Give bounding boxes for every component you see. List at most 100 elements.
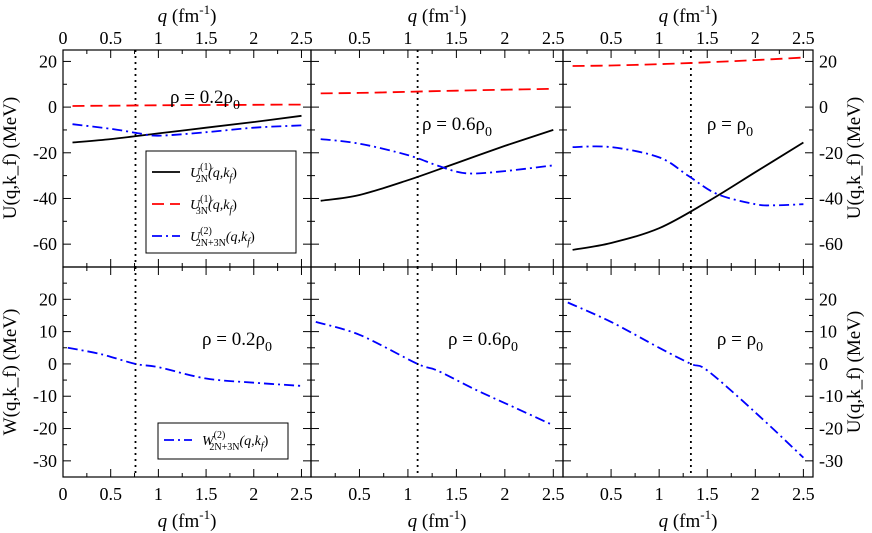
- density-label: ρ = ρ0: [717, 329, 763, 355]
- y-tick-label-left-bottom: -10: [33, 386, 57, 406]
- panel-bottom-1: ρ = 0.6ρ0: [310, 266, 564, 478]
- series-line-u13n: [72, 103, 302, 107]
- x-tick-label-bottom: 0.5: [348, 484, 371, 504]
- y-tick-label-right-bottom: 10: [819, 322, 837, 342]
- x-tick-label-bottom: 2.5: [542, 484, 565, 504]
- series-line-u12n: [572, 141, 804, 251]
- legend-sup: (1): [200, 162, 212, 173]
- legend-sup: (2): [200, 226, 212, 237]
- axis-title-unit: (fm: [417, 6, 449, 27]
- x-tick-label-bottom: 0.5: [600, 484, 623, 504]
- density-label-main: ρ = 0.2ρ: [202, 329, 265, 350]
- x-tick-label-top: 1: [655, 28, 664, 48]
- x-tick-label-bottom: 2.5: [792, 484, 815, 504]
- y-tick-label-right-bottom: -10: [819, 386, 843, 406]
- x-tick-label-top: 0.5: [348, 28, 371, 48]
- panel-frame: [310, 49, 564, 268]
- x-tick-label-bottom: 1: [154, 484, 163, 504]
- axis-title-var: q: [158, 511, 168, 532]
- x-tick-label-top: 0.5: [600, 28, 623, 48]
- legend-top: U(1) 2N(q,kf)U(1) 3N(q,kf)U(2) 2N+3N(q,kf): [145, 150, 297, 254]
- legend-sup: (1): [200, 194, 212, 205]
- x-tick-label-top: 2.5: [290, 28, 313, 48]
- legend-sup: (2): [214, 430, 226, 441]
- density-label: ρ = 0.6ρ0: [422, 114, 492, 140]
- series-line-w22n3n: [67, 346, 302, 387]
- density-label-sub: 0: [746, 125, 753, 140]
- density-label-sub: 0: [485, 125, 492, 140]
- axis-title-unit: (fm: [668, 511, 700, 532]
- x-tick-label-bottom: 2: [751, 484, 760, 504]
- x-tick-label-top: 2: [751, 28, 760, 48]
- legend-label-top-1: U(1) 3N(q,kf): [190, 194, 237, 217]
- density-label: ρ = ρ0: [707, 114, 753, 140]
- x-axis-title-bottom: q (fm-1): [158, 507, 217, 532]
- y-tick-label-left-top: 20: [39, 51, 57, 71]
- x-tick-label-bottom: 1.5: [445, 484, 468, 504]
- panel-bottom-0: ρ = 0.2ρ0: [62, 266, 312, 478]
- panel-top-1: ρ = 0.6ρ0: [310, 49, 564, 268]
- x-axis-title-top: q (fm-1): [659, 2, 718, 27]
- density-label-sub: 0: [265, 340, 272, 355]
- y-tick-label-left-bottom: 10: [39, 322, 57, 342]
- legend-argsub: f: [261, 441, 265, 452]
- density-label-main: ρ = ρ: [707, 114, 746, 135]
- legend-args: (q,k: [239, 434, 261, 449]
- panel-bottom-2: ρ = ρ0: [562, 266, 814, 478]
- y-tick-label-left-bottom: 0: [48, 354, 57, 374]
- x-axis-title-top: q (fm-1): [158, 2, 217, 27]
- axis-title-unit: (fm: [668, 6, 700, 27]
- series-line-u12n: [72, 114, 302, 144]
- axis-title-exp: -1: [700, 2, 711, 17]
- density-label: ρ = 0.2ρ0: [202, 329, 272, 355]
- x-tick-label-top: 2: [249, 28, 258, 48]
- x-tick-label-bottom: 1.5: [696, 484, 719, 504]
- x-tick-label-bottom: 0: [59, 484, 68, 504]
- x-axis-title-bottom: q (fm-1): [659, 507, 718, 532]
- y-tick-label-right-bottom: 0: [819, 354, 828, 374]
- legend-base: U: [190, 166, 201, 181]
- x-tick-label-top: 1: [154, 28, 163, 48]
- series-line-u22n3n: [572, 145, 804, 207]
- x-tick-label-bottom: 1: [655, 484, 664, 504]
- y-tick-label-right-bottom: -20: [819, 419, 843, 439]
- y-axis-title-right-bottom: U(q,k_f) (MeV): [844, 311, 865, 433]
- y-axis-title-left-top: U(q,k_f) (MeV): [0, 97, 21, 219]
- series-line-w22n3n: [315, 321, 554, 427]
- legend-top-box: [145, 150, 297, 254]
- legend-close: ): [250, 230, 255, 245]
- legend-argsub: f: [247, 237, 251, 248]
- y-tick-label-left-bottom: 20: [39, 289, 57, 309]
- axis-title-unit: (fm: [417, 511, 449, 532]
- axis-title-exp: -1: [449, 2, 460, 17]
- y-tick-label-right-bottom: 20: [819, 289, 837, 309]
- axis-title-exp: -1: [199, 2, 210, 17]
- x-tick-label-top: 0: [59, 28, 68, 48]
- legend-base: W: [202, 434, 215, 449]
- axis-title-close: ): [711, 511, 717, 532]
- legend-argsub: f: [229, 205, 233, 216]
- legend-args: (q,k: [226, 230, 248, 245]
- legend-close: ): [232, 166, 237, 181]
- y-axis-title-left-bottom: W(q,k_f) (MeV): [0, 309, 21, 436]
- axis-title-unit: (fm: [167, 511, 199, 532]
- legend-sub: 3N: [196, 206, 208, 217]
- x-tick-label-bottom: 1: [403, 484, 412, 504]
- density-label-sub: 0: [233, 98, 240, 113]
- x-tick-label-top: 1: [403, 28, 412, 48]
- x-tick-label-top: 1.5: [195, 28, 218, 48]
- x-tick-label-top: 2.5: [542, 28, 565, 48]
- legend-args: (q,k: [208, 198, 230, 213]
- x-tick-label-top: 0.5: [99, 28, 122, 48]
- axis-title-var: q: [408, 6, 418, 27]
- y-tick-label-left-top: -40: [33, 188, 57, 208]
- legend-args: (q,k: [208, 166, 230, 181]
- y-tick-label-right-top: 20: [819, 51, 837, 71]
- axis-title-var: q: [659, 6, 669, 27]
- axis-title-close: ): [460, 511, 466, 532]
- series-line-u22n3n: [320, 138, 554, 175]
- axis-title-close: ): [210, 6, 216, 27]
- legend-argsub: f: [229, 173, 233, 184]
